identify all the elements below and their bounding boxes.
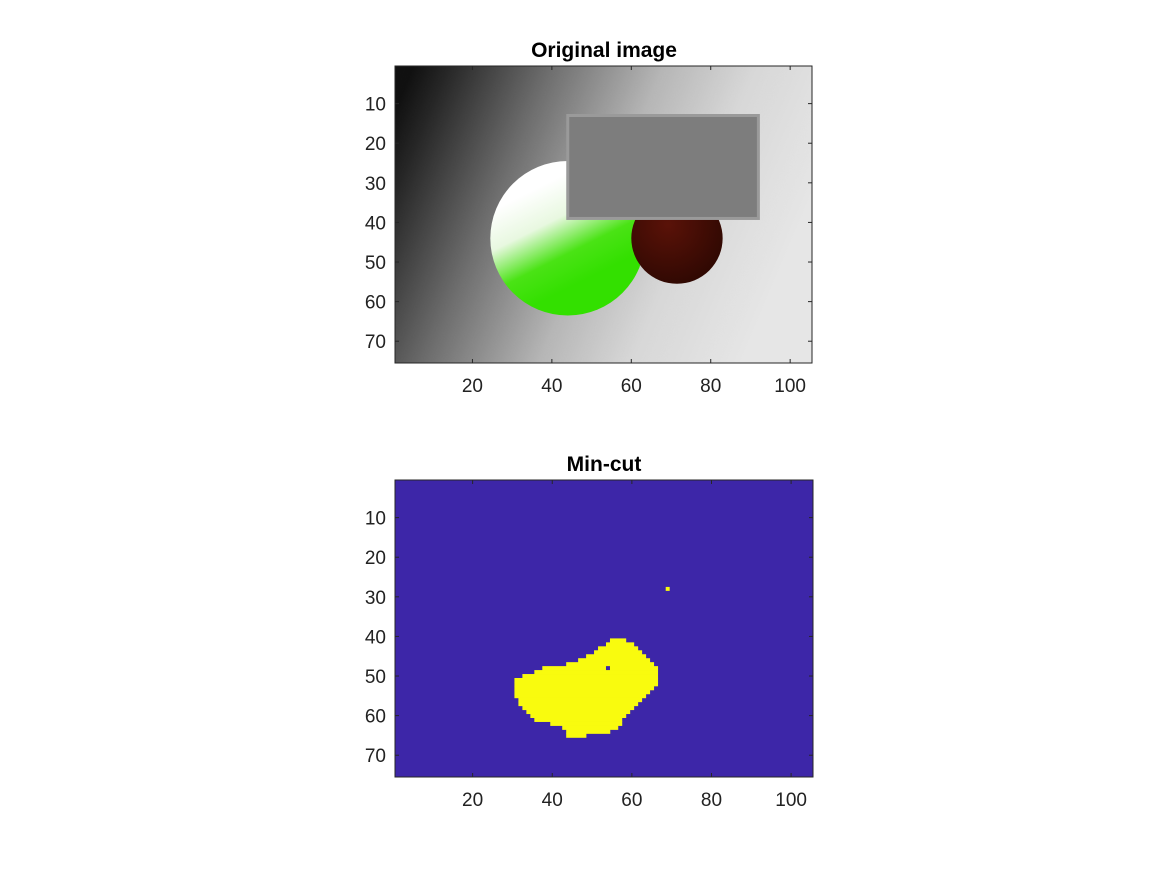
foreground-row [522,705,635,711]
foreground-row [534,717,623,722]
x-tick-label: 60 [621,790,642,811]
gray-rectangle [566,114,760,220]
axis-ticks: 20 40 60 80 100 10 20 30 40 50 60 70 [365,480,813,811]
foreground-row [530,713,627,718]
chart-title: Min-cut [567,453,642,476]
foreground-row [598,646,639,651]
foreground-row [566,733,587,738]
y-tick-label: 70 [365,746,386,767]
y-tick-label: 20 [365,548,386,569]
y-tick-label: 70 [365,332,386,353]
x-tick-label: 20 [462,790,483,811]
axis-ticks: 20 40 60 80 100 10 20 30 40 50 60 70 [365,66,812,397]
chart-title: Original image [531,39,677,62]
original-image-panel: Original image 20 40 60 80 100 10 20 30 40 50 60 70 [365,39,813,397]
foreground-row [550,721,623,726]
x-tick-label: 40 [542,790,563,811]
y-tick-label: 40 [365,213,386,234]
original-image [395,66,812,363]
foreground-row [522,674,659,679]
foreground-row [605,642,635,647]
min-cut-image [395,480,813,777]
y-tick-label: 10 [365,95,386,116]
foreground-row [586,654,647,659]
foreground-row [514,685,655,691]
foreground-row [542,666,659,671]
y-tick-label: 50 [365,253,386,274]
foreground-row [534,670,659,675]
foreground-row [526,709,631,715]
y-tick-label: 30 [365,174,386,195]
y-tick-label: 60 [365,293,386,314]
min-cut-panel: Min-cut 20 40 60 80 100 10 20 30 40 50 60 70 [365,453,814,811]
y-tick-label: 60 [365,707,386,728]
foreground-row [578,658,651,663]
x-tick-label: 60 [621,376,642,397]
foreground-row [518,697,643,703]
foreground-row [514,693,647,699]
x-tick-label: 100 [775,790,807,811]
foreground-row [518,701,639,707]
x-tick-label: 40 [541,376,562,397]
foreground-row [514,678,659,683]
y-tick-label: 40 [365,627,386,648]
y-tick-label: 30 [365,588,386,609]
foreground-row [594,650,643,655]
foreground-row [609,638,627,643]
axes-frame [394,65,813,364]
foreground-row [514,681,659,687]
x-tick-label: 80 [700,376,721,397]
x-tick-label: 100 [774,376,806,397]
foreground-row [562,725,619,730]
foreground-row [514,689,651,695]
y-tick-label: 50 [365,667,386,688]
hole-pixel [605,666,610,671]
isolated-foreground-pixel [665,586,670,591]
y-tick-label: 10 [365,509,386,530]
y-tick-label: 20 [365,134,386,155]
axes-frame [394,479,814,778]
foreground-row [566,729,611,734]
foreground-row [566,662,655,667]
x-tick-label: 20 [462,376,483,397]
x-tick-label: 80 [701,790,722,811]
